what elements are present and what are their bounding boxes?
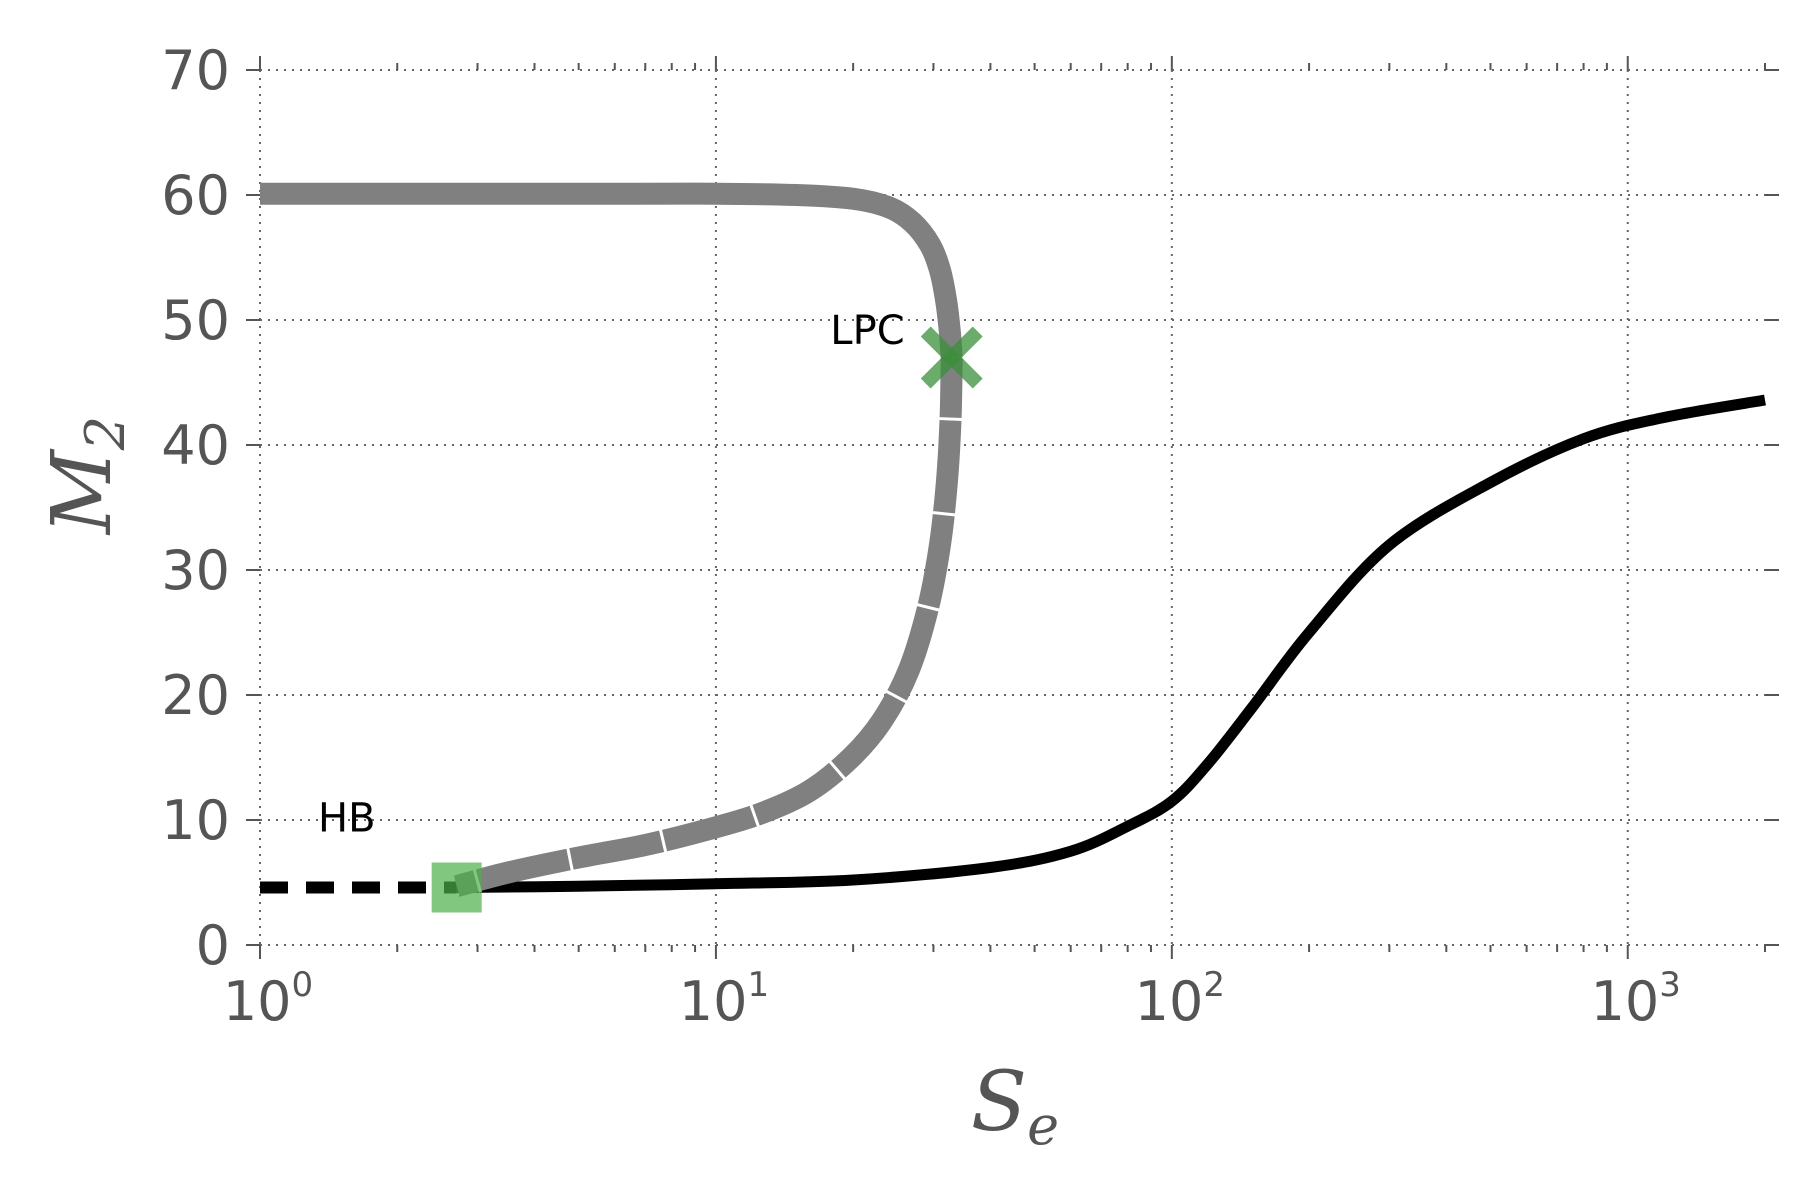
lpc-marker xyxy=(920,326,983,389)
x-axis-title: Se xyxy=(971,1055,1059,1157)
y-tick-label: 0 xyxy=(196,914,230,977)
x-tick-label: 100 xyxy=(223,965,313,1033)
tick-labels: 0 10 20 30 40 50 60 70 100 101 102 103 xyxy=(161,39,1681,1033)
y-tick-label: 30 xyxy=(161,539,230,602)
y-tick-label: 50 xyxy=(161,289,230,352)
x-tick-label: 101 xyxy=(679,965,769,1033)
series-line-stable-periodic-max xyxy=(260,182,963,359)
series-line-stable-steady-state xyxy=(456,394,1766,893)
x-tick-label: 103 xyxy=(1591,965,1681,1033)
series-dash-separators xyxy=(453,357,964,898)
y-tick-label: 70 xyxy=(161,39,230,102)
x-tick-label: 102 xyxy=(1135,965,1225,1033)
annotations: HB LPC xyxy=(318,308,905,842)
hb-marker xyxy=(431,862,482,913)
lpc-marker-stroke xyxy=(920,326,983,389)
y-tick-label: 20 xyxy=(161,664,230,727)
y-axis-title: M2 xyxy=(35,416,137,536)
series-line-unstable-periodic-max xyxy=(453,357,963,897)
axis-ticks xyxy=(246,56,1779,959)
annotation-hb: HB xyxy=(318,796,376,842)
y-tick-label: 40 xyxy=(161,414,230,477)
y-tick-label: 10 xyxy=(161,789,230,852)
annotation-lpc: LPC xyxy=(830,308,904,354)
markers-group xyxy=(431,326,983,913)
series-group xyxy=(260,182,1766,898)
y-tick-label: 60 xyxy=(161,164,230,227)
